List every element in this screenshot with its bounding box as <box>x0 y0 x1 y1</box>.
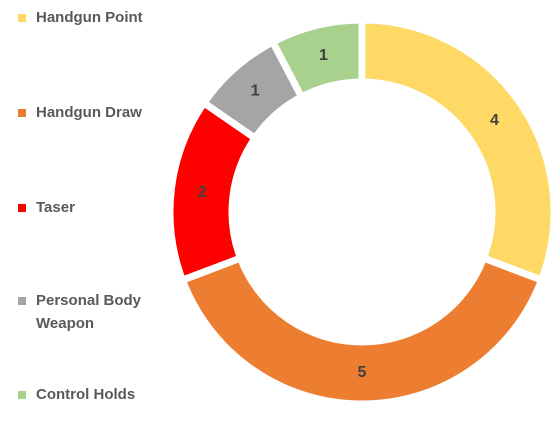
legend-swatch <box>18 297 26 305</box>
legend-label: Personal Body Weapon <box>36 292 142 332</box>
donut-segment <box>358 16 551 285</box>
data-label: 1 <box>251 83 260 100</box>
legend-swatch <box>18 204 26 212</box>
legend-swatch <box>18 109 26 117</box>
legend-label: Taser <box>36 199 75 216</box>
legend-item: Handgun Point <box>18 6 168 29</box>
legend-item: Control Holds <box>18 383 168 406</box>
donut-segment <box>177 253 547 408</box>
legend-item: Handgun Draw <box>18 101 168 124</box>
data-label: 5 <box>358 364 367 381</box>
data-label: 4 <box>490 112 499 129</box>
data-label: 2 <box>198 184 207 201</box>
legend-label: Handgun Point <box>36 9 143 26</box>
legend-item: Taser <box>18 196 168 219</box>
legend-label: Control Holds <box>36 386 136 403</box>
data-label: 1 <box>319 47 328 64</box>
legend-label: Handgun Draw <box>36 104 142 121</box>
legend-item: Personal Body Weapon <box>18 289 168 335</box>
legend-swatch <box>18 14 26 22</box>
legend-swatch <box>18 391 26 399</box>
donut-segment <box>268 16 366 102</box>
